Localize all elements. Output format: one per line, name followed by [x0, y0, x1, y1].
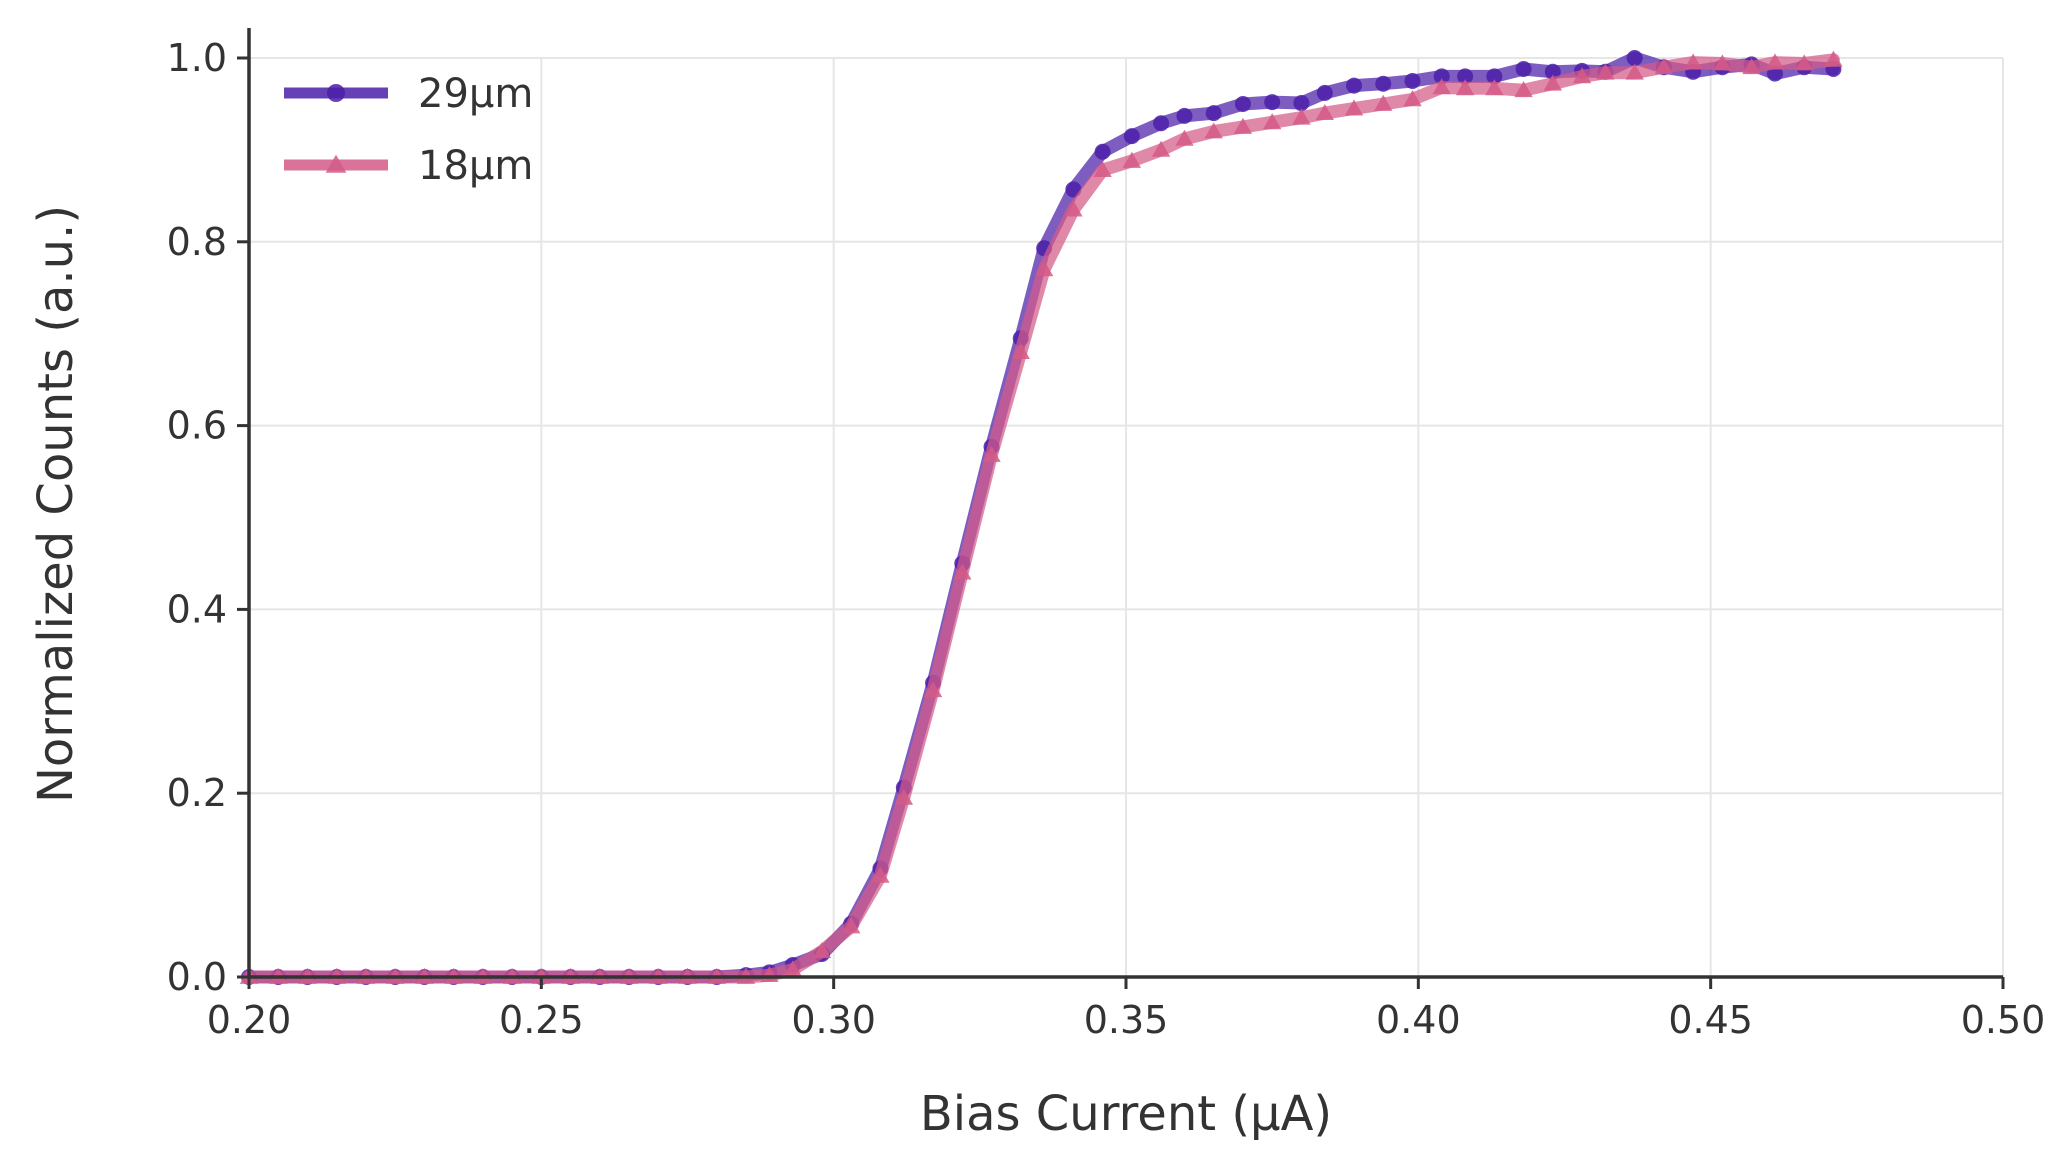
data-point	[1234, 95, 1251, 112]
y-axis-label: Normalized Counts (a.u.)	[28, 205, 84, 803]
series-line	[242, 53, 1840, 984]
x-axis-label: Bias Current (μA)	[920, 1086, 1332, 1142]
data-point	[1316, 84, 1333, 101]
x-tick-label: 0.20	[207, 998, 292, 1042]
data-point	[1543, 74, 1563, 91]
data-point	[1374, 94, 1393, 111]
y-tick-label: 0.6	[167, 404, 227, 448]
legend-marker-shape	[327, 84, 345, 102]
data-point	[1795, 54, 1814, 71]
data-point	[1403, 90, 1422, 107]
data-point	[1176, 107, 1193, 124]
data-point	[1093, 160, 1112, 178]
data-point	[894, 788, 914, 805]
x-tick-label: 0.50	[1961, 998, 2046, 1042]
data-point	[1455, 79, 1475, 96]
series-layer	[239, 50, 1843, 985]
data-point	[1123, 128, 1140, 145]
data-point	[1514, 80, 1533, 98]
data-point	[953, 563, 972, 580]
y-tick-label: 0.0	[167, 955, 227, 999]
data-point	[1765, 53, 1785, 70]
data-point	[1713, 54, 1732, 71]
data-point	[1293, 95, 1310, 112]
data-point	[923, 681, 943, 698]
data-point	[1344, 99, 1364, 116]
data-point	[1205, 105, 1222, 122]
data-point	[842, 917, 861, 934]
data-point	[1375, 75, 1392, 92]
data-point	[1824, 50, 1843, 67]
x-tick-label: 0.25	[499, 998, 584, 1042]
series-line	[242, 51, 1840, 984]
data-point	[1485, 79, 1504, 96]
data-point	[871, 866, 890, 883]
data-point	[1315, 103, 1334, 121]
data-point	[1486, 68, 1503, 85]
data-point	[1404, 72, 1421, 89]
x-tick-label: 0.45	[1668, 998, 1753, 1042]
legend-marker-18um	[325, 154, 347, 173]
data-point	[1094, 143, 1111, 160]
legend-marker-29um	[327, 84, 345, 102]
data-point	[1151, 140, 1171, 157]
axes-layer: 0.20 0.25 0.30 0.35 0.40 0.45 0.50 0.0 0.2 0.4 0.6…	[167, 28, 2046, 1042]
data-point	[1515, 61, 1532, 78]
series-29um	[241, 50, 1842, 985]
data-point	[1346, 77, 1363, 94]
data-point	[1153, 115, 1170, 132]
data-point	[1233, 117, 1253, 134]
data-point	[783, 960, 802, 977]
data-point	[1626, 50, 1643, 66]
data-point	[1064, 200, 1083, 217]
data-point	[1262, 113, 1282, 130]
y-tick-label: 0.8	[167, 220, 227, 264]
x-tick-label: 0.40	[1376, 998, 1461, 1042]
data-point	[1742, 57, 1761, 75]
legend-marker-shape	[325, 154, 347, 173]
x-tick-label: 0.30	[791, 998, 876, 1042]
data-point	[982, 445, 1001, 462]
data-point	[1432, 78, 1451, 95]
data-point	[1433, 68, 1450, 85]
data-point	[1654, 57, 1674, 75]
data-point	[1572, 67, 1592, 84]
y-tick-label: 1.0	[167, 36, 227, 80]
data-point	[1264, 94, 1281, 111]
legend-label-18um: 18μm	[418, 143, 533, 189]
series-18um	[239, 50, 1843, 984]
data-point	[1596, 63, 1615, 80]
y-tick-label: 0.4	[167, 587, 227, 631]
data-point	[1175, 129, 1194, 146]
data-point	[1034, 260, 1054, 277]
data-point	[812, 942, 832, 959]
y-tick-label: 0.2	[167, 771, 227, 815]
grid-layer	[248, 57, 2004, 978]
data-point	[1544, 63, 1561, 80]
legend-label-29um: 29μm	[418, 71, 533, 117]
data-point	[1204, 122, 1223, 139]
data-point	[1122, 151, 1142, 168]
data-point	[1292, 108, 1311, 125]
data-point	[1457, 68, 1474, 85]
data-point	[1683, 53, 1703, 70]
x-tick-label: 0.35	[1084, 998, 1169, 1042]
legend: 29μm 18μm	[284, 71, 533, 189]
data-point	[1625, 63, 1644, 80]
data-point	[1011, 342, 1030, 359]
